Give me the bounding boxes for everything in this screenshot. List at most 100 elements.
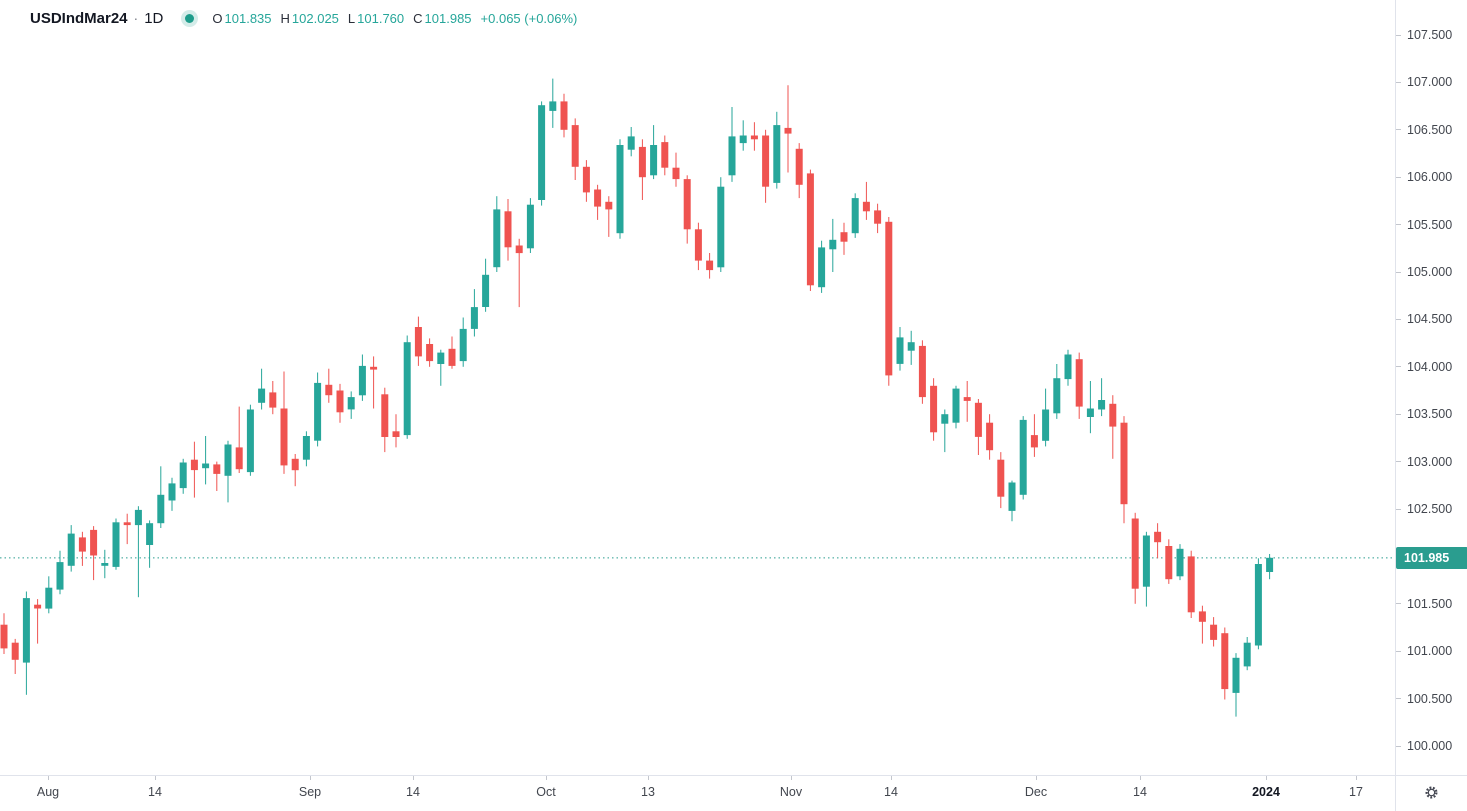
candle-body xyxy=(594,189,602,207)
candle-body xyxy=(818,247,826,288)
candle-body xyxy=(840,232,848,242)
candle-body xyxy=(672,167,680,180)
candle-body xyxy=(448,348,456,366)
axis-corner xyxy=(1395,775,1467,811)
candle-body xyxy=(1254,564,1262,646)
candle-body xyxy=(67,533,75,566)
time-axis-tick xyxy=(48,776,49,780)
price-axis-label: 105.000 xyxy=(1407,265,1453,279)
candle-body xyxy=(0,624,8,649)
time-axis-tick xyxy=(1140,776,1141,780)
candle xyxy=(11,638,19,674)
candle-body xyxy=(862,201,870,212)
candle-body xyxy=(627,136,635,150)
candle-body xyxy=(414,327,422,357)
candle xyxy=(1030,414,1038,457)
candle-body xyxy=(269,392,277,408)
candle xyxy=(560,93,568,138)
candle xyxy=(56,550,64,595)
price-axis-tick xyxy=(1396,366,1401,367)
candle xyxy=(414,316,422,366)
candle xyxy=(672,152,680,187)
symbol-name[interactable]: USDIndMar24 xyxy=(30,9,128,27)
candle-body xyxy=(773,125,781,183)
candle-body xyxy=(1176,548,1184,577)
time-axis-tick xyxy=(155,776,156,780)
candle xyxy=(683,175,691,244)
candle-body xyxy=(1075,359,1083,407)
interval-label[interactable]: 1D xyxy=(144,9,164,27)
time-axis-label: 14 xyxy=(1133,785,1147,799)
candle-body xyxy=(739,135,747,144)
candle-body xyxy=(582,166,590,193)
candle xyxy=(426,338,434,367)
price-axis-label: 105.500 xyxy=(1407,218,1453,232)
candle-body xyxy=(941,414,949,424)
candle-body xyxy=(717,186,725,268)
candle xyxy=(291,454,299,487)
candle xyxy=(549,78,557,128)
candle-body xyxy=(190,459,198,471)
candle xyxy=(22,591,30,695)
candle xyxy=(123,513,131,545)
price-axis-label: 106.000 xyxy=(1407,170,1453,184)
time-axis-label: 2024 xyxy=(1252,785,1280,799)
candle xyxy=(571,118,579,180)
candle-body xyxy=(661,142,669,168)
candle-body xyxy=(1243,642,1251,667)
candle-body xyxy=(168,483,176,501)
candle xyxy=(45,576,53,614)
candle xyxy=(986,414,994,460)
candle xyxy=(1098,378,1106,417)
candle-body xyxy=(224,444,232,476)
candle xyxy=(952,385,960,429)
chart-canvas[interactable] xyxy=(0,0,1395,775)
candle-body xyxy=(459,328,467,362)
candle xyxy=(582,160,590,202)
candle xyxy=(907,330,915,365)
candle-body xyxy=(851,198,859,234)
candle-body xyxy=(1109,403,1117,427)
candle-body xyxy=(963,397,971,401)
candle-body xyxy=(280,408,288,466)
open-value: O 101.835 xyxy=(212,10,272,26)
candle-body xyxy=(112,522,120,567)
candle xyxy=(112,518,120,570)
candle xyxy=(706,253,714,279)
live-status-icon xyxy=(181,9,199,27)
time-axis[interactable]: Aug 14 Sep 14 Oct 13 Nov 14 Dec 14 2024 17 xyxy=(0,775,1395,811)
candle-body xyxy=(1131,518,1139,589)
candle-body xyxy=(1042,409,1050,441)
time-axis-label: 14 xyxy=(406,785,420,799)
price-axis[interactable]: 101.985 107.500 107.000 106.500 106.000 105.… xyxy=(1395,0,1467,775)
candle-body xyxy=(1008,482,1016,511)
candle-body xyxy=(314,382,322,441)
price-axis-tick xyxy=(1396,461,1401,462)
candle xyxy=(941,409,949,453)
candle-body xyxy=(291,458,299,471)
candle xyxy=(1109,395,1117,459)
candle-body xyxy=(358,365,366,396)
candle-body xyxy=(1098,400,1106,410)
candle xyxy=(1266,554,1274,580)
candle xyxy=(526,198,534,253)
candle xyxy=(1064,349,1072,386)
time-axis-label: Oct xyxy=(536,785,556,799)
candle xyxy=(862,181,870,220)
candle-body xyxy=(728,136,736,176)
candle xyxy=(806,169,814,291)
candle xyxy=(661,135,669,176)
candle-body xyxy=(235,447,243,470)
candle-body xyxy=(426,344,434,362)
candle xyxy=(1075,352,1083,419)
settings-gear-icon[interactable] xyxy=(1422,783,1441,805)
candle-body xyxy=(1086,408,1094,417)
candle xyxy=(134,506,142,598)
candle-body xyxy=(986,422,994,451)
candle xyxy=(493,196,501,272)
time-axis-label: Sep xyxy=(298,785,322,799)
candle-body xyxy=(302,436,310,460)
candle xyxy=(213,461,221,491)
candle-body xyxy=(1019,419,1027,495)
candle-body xyxy=(22,598,30,663)
